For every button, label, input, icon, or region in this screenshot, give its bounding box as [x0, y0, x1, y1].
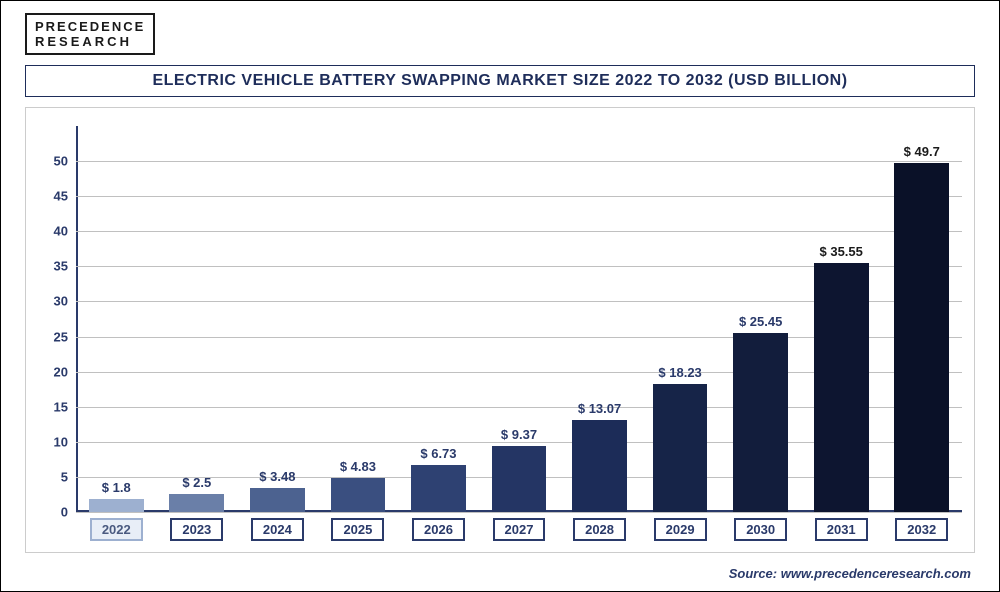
x-label-slot: 2029	[640, 518, 721, 541]
y-tick-label: 15	[38, 399, 68, 414]
y-tick-label: 40	[38, 224, 68, 239]
bar-slot: $ 13.07	[559, 126, 640, 512]
bar	[814, 263, 869, 512]
x-label-slot: 2024	[237, 518, 318, 541]
x-label-slot: 2027	[479, 518, 560, 541]
y-tick-label: 45	[38, 189, 68, 204]
y-tick-label: 35	[38, 259, 68, 274]
bar-slot: $ 6.73	[398, 126, 479, 512]
bar	[250, 488, 305, 512]
y-tick-label: 10	[38, 434, 68, 449]
bar	[492, 446, 547, 512]
source-attribution: Source: www.precedenceresearch.com	[729, 566, 971, 581]
bar-slot: $ 1.8	[76, 126, 157, 512]
x-label-slot: 2026	[398, 518, 479, 541]
grid-line	[76, 512, 962, 513]
bar-value-label: $ 2.5	[182, 475, 211, 490]
y-tick-label: 0	[38, 505, 68, 520]
bar-slot: $ 25.45	[720, 126, 801, 512]
x-labels-row: 2022 2023 2024 2025 2026 2027 2028 2029 2030 2031…	[76, 518, 962, 541]
bar	[733, 333, 788, 512]
bar-slot: $ 35.55	[801, 126, 882, 512]
bar-slot: $ 4.83	[318, 126, 399, 512]
bars-row: $ 1.8 $ 2.5 $ 3.48 $ 4.83 $ 6.73 $ 9.37 $ 13.0…	[76, 126, 962, 512]
bar-value-label: $ 18.23	[658, 365, 701, 380]
x-category-label: 2026	[412, 518, 465, 541]
x-category-label: 2025	[331, 518, 384, 541]
x-category-label: 2023	[170, 518, 223, 541]
chart-container: 05101520253035404550$ 1.8$ 2.5$ 3.48$ 4.…	[25, 107, 975, 553]
bar-slot: $ 3.48	[237, 126, 318, 512]
bar-value-label: $ 35.55	[820, 244, 863, 259]
x-category-label: 2031	[815, 518, 868, 541]
bar-slot: $ 18.23	[640, 126, 721, 512]
bar-value-label: $ 6.73	[420, 446, 456, 461]
x-label-slot: 2028	[559, 518, 640, 541]
y-tick-label: 30	[38, 294, 68, 309]
brand-logo: PRECEDENCE RESEARCH	[25, 13, 155, 55]
bar	[572, 420, 627, 512]
bar	[411, 465, 466, 512]
bar-value-label: $ 25.45	[739, 314, 782, 329]
bar-slot: $ 2.5	[157, 126, 238, 512]
x-category-label: 2032	[895, 518, 948, 541]
bar	[894, 163, 949, 512]
x-label-slot: 2022	[76, 518, 157, 541]
x-category-label: 2027	[493, 518, 546, 541]
plot-area: 05101520253035404550$ 1.8$ 2.5$ 3.48$ 4.…	[76, 126, 962, 512]
bar-slot: $ 9.37	[479, 126, 560, 512]
chart-title: ELECTRIC VEHICLE BATTERY SWAPPING MARKET…	[38, 72, 962, 90]
bar	[89, 499, 144, 512]
x-label-slot: 2030	[720, 518, 801, 541]
x-category-label: 2030	[734, 518, 787, 541]
bar	[169, 494, 224, 512]
logo-line-2: RESEARCH	[35, 34, 145, 49]
x-label-slot: 2031	[801, 518, 882, 541]
logo-line-1: PRECEDENCE	[35, 19, 145, 34]
bar-value-label: $ 9.37	[501, 427, 537, 442]
bar-value-label: $ 4.83	[340, 459, 376, 474]
x-label-slot: 2023	[157, 518, 238, 541]
y-tick-label: 50	[38, 154, 68, 169]
y-tick-label: 20	[38, 364, 68, 379]
y-tick-label: 25	[38, 329, 68, 344]
chart-title-bar: ELECTRIC VEHICLE BATTERY SWAPPING MARKET…	[25, 65, 975, 97]
x-category-label: 2029	[654, 518, 707, 541]
x-category-label: 2028	[573, 518, 626, 541]
bar-value-label: $ 13.07	[578, 401, 621, 416]
bar	[653, 384, 708, 512]
x-label-slot: 2025	[318, 518, 399, 541]
bar-value-label: $ 3.48	[259, 469, 295, 484]
x-label-slot: 2032	[881, 518, 962, 541]
x-category-label: 2024	[251, 518, 304, 541]
bar-value-label: $ 1.8	[102, 480, 131, 495]
y-tick-label: 5	[38, 469, 68, 484]
bar	[331, 478, 386, 512]
bar-slot: $ 49.7	[881, 126, 962, 512]
x-category-label: 2022	[90, 518, 143, 541]
bar-value-label: $ 49.7	[904, 144, 940, 159]
